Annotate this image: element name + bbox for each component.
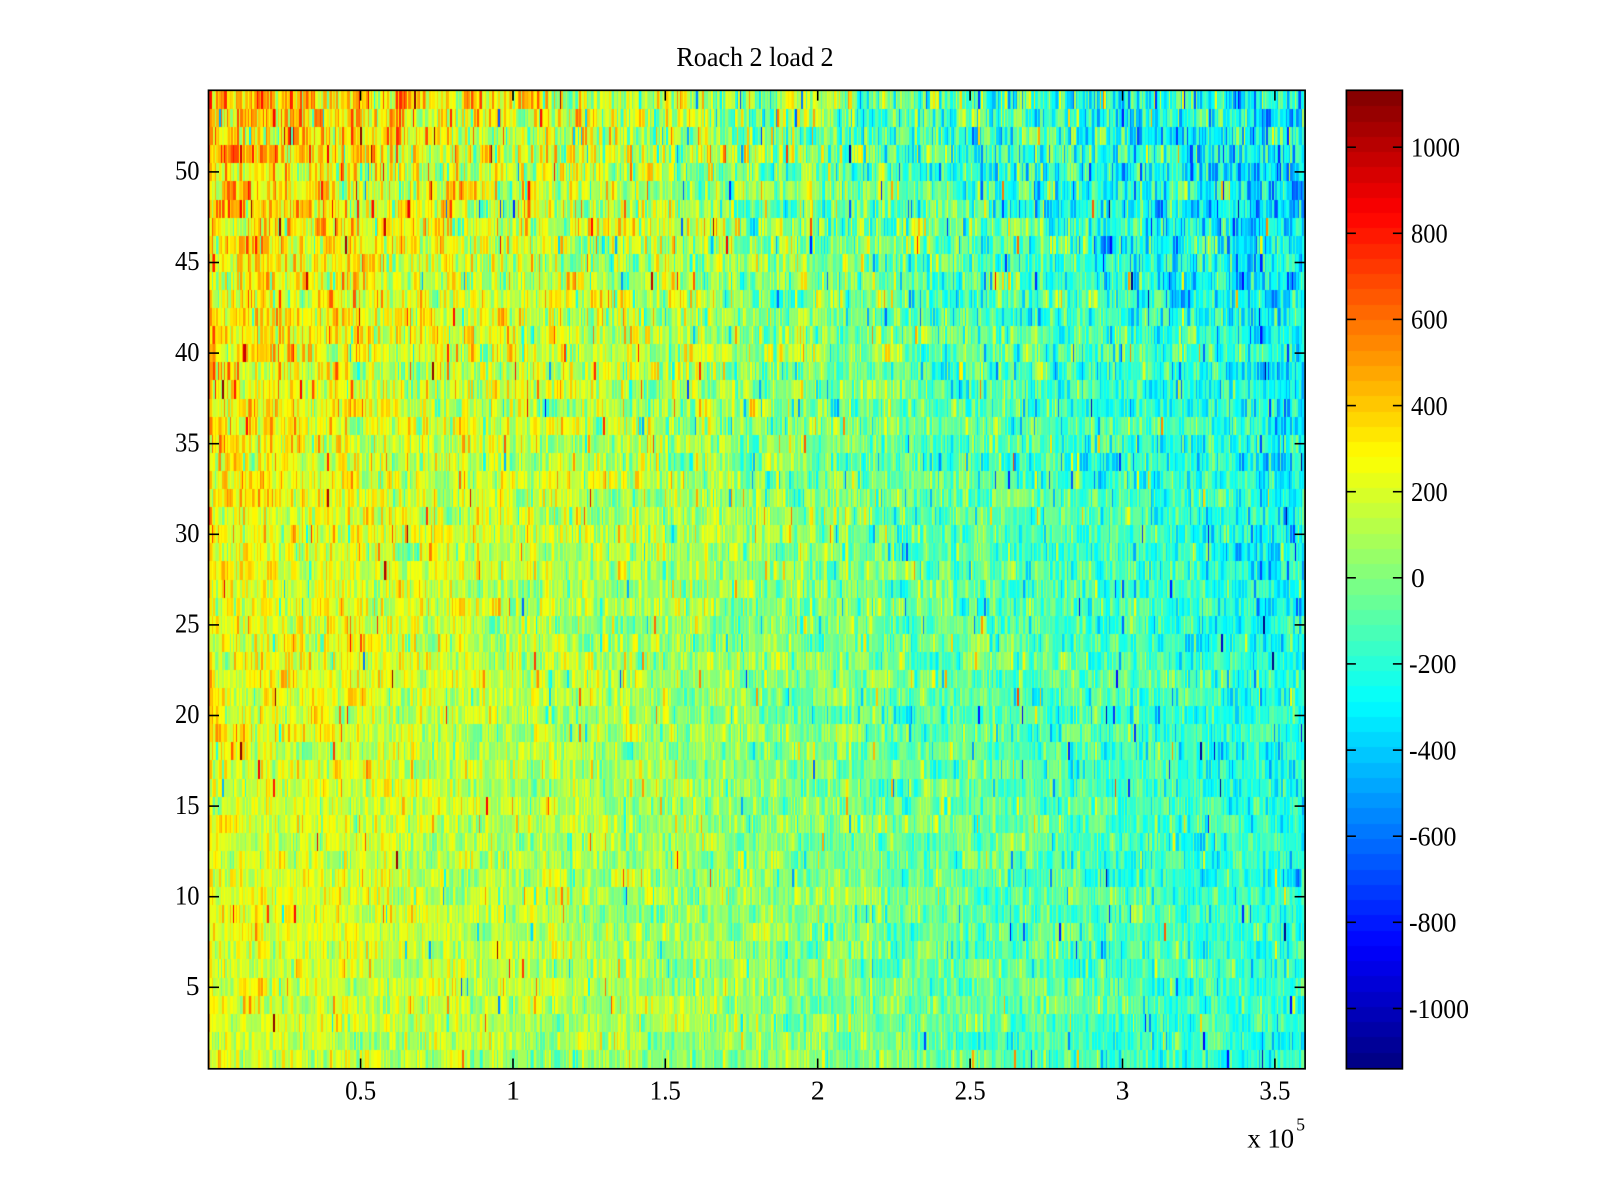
svg-text:-1000: -1000 bbox=[1409, 993, 1469, 1024]
svg-text:-800: -800 bbox=[1409, 907, 1457, 938]
svg-text:0.5: 0.5 bbox=[345, 1075, 376, 1106]
svg-text:1.5: 1.5 bbox=[650, 1075, 681, 1106]
svg-text:25: 25 bbox=[175, 608, 200, 639]
svg-text:30: 30 bbox=[175, 517, 200, 548]
svg-text:45: 45 bbox=[175, 245, 200, 276]
svg-text:Roach 2 load 2: Roach 2 load 2 bbox=[676, 41, 833, 72]
svg-text:15: 15 bbox=[175, 789, 200, 820]
svg-text:800: 800 bbox=[1411, 218, 1448, 249]
svg-text:5: 5 bbox=[186, 970, 200, 1001]
svg-text:-200: -200 bbox=[1409, 648, 1457, 679]
svg-text:2: 2 bbox=[811, 1075, 825, 1106]
svg-text:1: 1 bbox=[506, 1075, 520, 1106]
svg-text:0: 0 bbox=[1411, 562, 1425, 593]
svg-text:5: 5 bbox=[1296, 1114, 1305, 1134]
svg-text:-400: -400 bbox=[1409, 734, 1457, 765]
svg-text:10: 10 bbox=[175, 879, 200, 910]
svg-text:2.5: 2.5 bbox=[955, 1075, 986, 1106]
svg-text:200: 200 bbox=[1411, 476, 1448, 507]
svg-text:3: 3 bbox=[1116, 1075, 1130, 1106]
svg-text:50: 50 bbox=[175, 155, 200, 186]
svg-text:x 10: x 10 bbox=[1247, 1123, 1294, 1154]
svg-text:3.5: 3.5 bbox=[1259, 1075, 1290, 1106]
svg-text:-600: -600 bbox=[1409, 821, 1457, 852]
svg-text:40: 40 bbox=[175, 336, 200, 367]
svg-text:35: 35 bbox=[175, 426, 200, 457]
svg-text:600: 600 bbox=[1411, 304, 1448, 335]
svg-text:400: 400 bbox=[1411, 390, 1448, 421]
svg-text:20: 20 bbox=[175, 698, 200, 729]
svg-text:1000: 1000 bbox=[1411, 132, 1460, 163]
